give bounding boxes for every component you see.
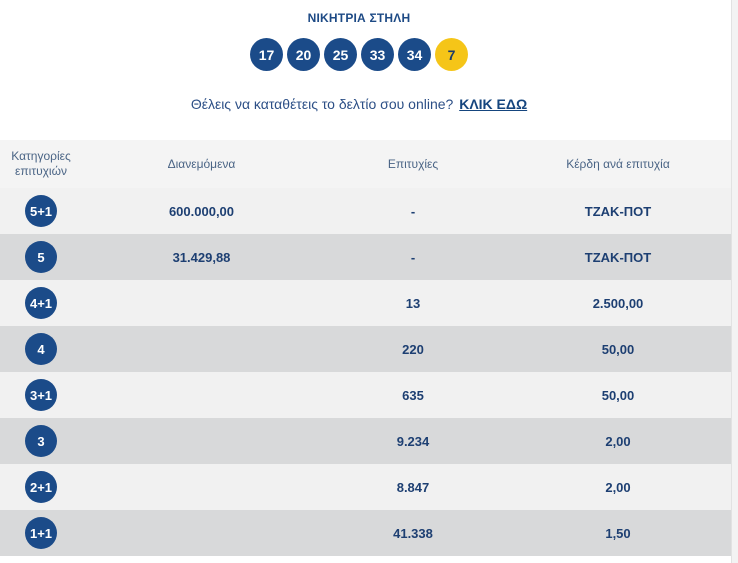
bonus-number-ball: 7 <box>435 38 468 71</box>
category-badge: 4+1 <box>25 287 57 319</box>
table-row: 3 9.234 2,00 <box>0 418 731 464</box>
online-betting-prompt: Θέλεις να καταθέτεις το δελτίο σου onlin… <box>0 96 718 112</box>
winners-cell: 41.338 <box>321 526 505 541</box>
number-ball: 33 <box>361 38 394 71</box>
header-category: Κατηγορίες επιτυχιών <box>0 149 82 179</box>
winning-column-title: ΝΙΚΗΤΡΙΑ ΣΤΗΛΗ <box>0 11 718 25</box>
table-row: 5+1 600.000,00 - ΤΖΑΚ-ΠΟΤ <box>0 188 731 234</box>
table-row: 4 220 50,00 <box>0 326 731 372</box>
header-prize-per-winner: Κέρδη ανά επιτυχία <box>505 157 731 171</box>
number-ball: 34 <box>398 38 431 71</box>
prize-cell: 2,00 <box>505 480 731 495</box>
winning-numbers: 17 20 25 33 34 7 <box>0 38 718 71</box>
winners-cell: 9.234 <box>321 434 505 449</box>
header-category-line1: Κατηγορίες <box>0 149 82 164</box>
online-prompt-text: Θέλεις να καταθέτεις το δελτίο σου onlin… <box>191 96 453 112</box>
prize-cell: 1,50 <box>505 526 731 541</box>
prize-cell: ΤΖΑΚ-ΠΟΤ <box>505 250 731 265</box>
category-badge: 5 <box>25 241 57 273</box>
winners-cell: 13 <box>321 296 505 311</box>
click-here-link[interactable]: ΚΛΙΚ ΕΔΩ <box>459 96 527 112</box>
number-ball: 20 <box>287 38 320 71</box>
category-badge: 4 <box>25 333 57 365</box>
table-row: 1+1 41.338 1,50 <box>0 510 731 556</box>
category-badge: 1+1 <box>25 517 57 549</box>
prize-cell: 2.500,00 <box>505 296 731 311</box>
prize-cell: 50,00 <box>505 388 731 403</box>
category-badge: 2+1 <box>25 471 57 503</box>
winners-cell: 635 <box>321 388 505 403</box>
category-badge: 3 <box>25 425 57 457</box>
table-row: 4+1 13 2.500,00 <box>0 280 731 326</box>
prize-cell: ΤΖΑΚ-ΠΟΤ <box>505 204 731 219</box>
winners-cell: - <box>321 250 505 265</box>
table-row: 3+1 635 50,00 <box>0 372 731 418</box>
table-header: Κατηγορίες επιτυχιών Διανεμόμενα Επιτυχί… <box>0 140 731 188</box>
prize-cell: 50,00 <box>505 342 731 357</box>
distributed-cell: 600.000,00 <box>82 204 321 219</box>
table-row: 5 31.429,88 - ΤΖΑΚ-ΠΟΤ <box>0 234 731 280</box>
prize-cell: 2,00 <box>505 434 731 449</box>
winners-cell: 8.847 <box>321 480 505 495</box>
winners-cell: - <box>321 204 505 219</box>
header-distributed: Διανεμόμενα <box>82 157 321 171</box>
table-row: 2+1 8.847 2,00 <box>0 464 731 510</box>
category-badge: 5+1 <box>25 195 57 227</box>
number-ball: 25 <box>324 38 357 71</box>
winners-cell: 220 <box>321 342 505 357</box>
category-badge: 3+1 <box>25 379 57 411</box>
scrollbar-track[interactable] <box>731 0 738 563</box>
distributed-cell: 31.429,88 <box>82 250 321 265</box>
number-ball: 17 <box>250 38 283 71</box>
header-category-line2: επιτυχιών <box>0 164 82 179</box>
prize-table: Κατηγορίες επιτυχιών Διανεμόμενα Επιτυχί… <box>0 140 731 556</box>
header-winners: Επιτυχίες <box>321 157 505 171</box>
